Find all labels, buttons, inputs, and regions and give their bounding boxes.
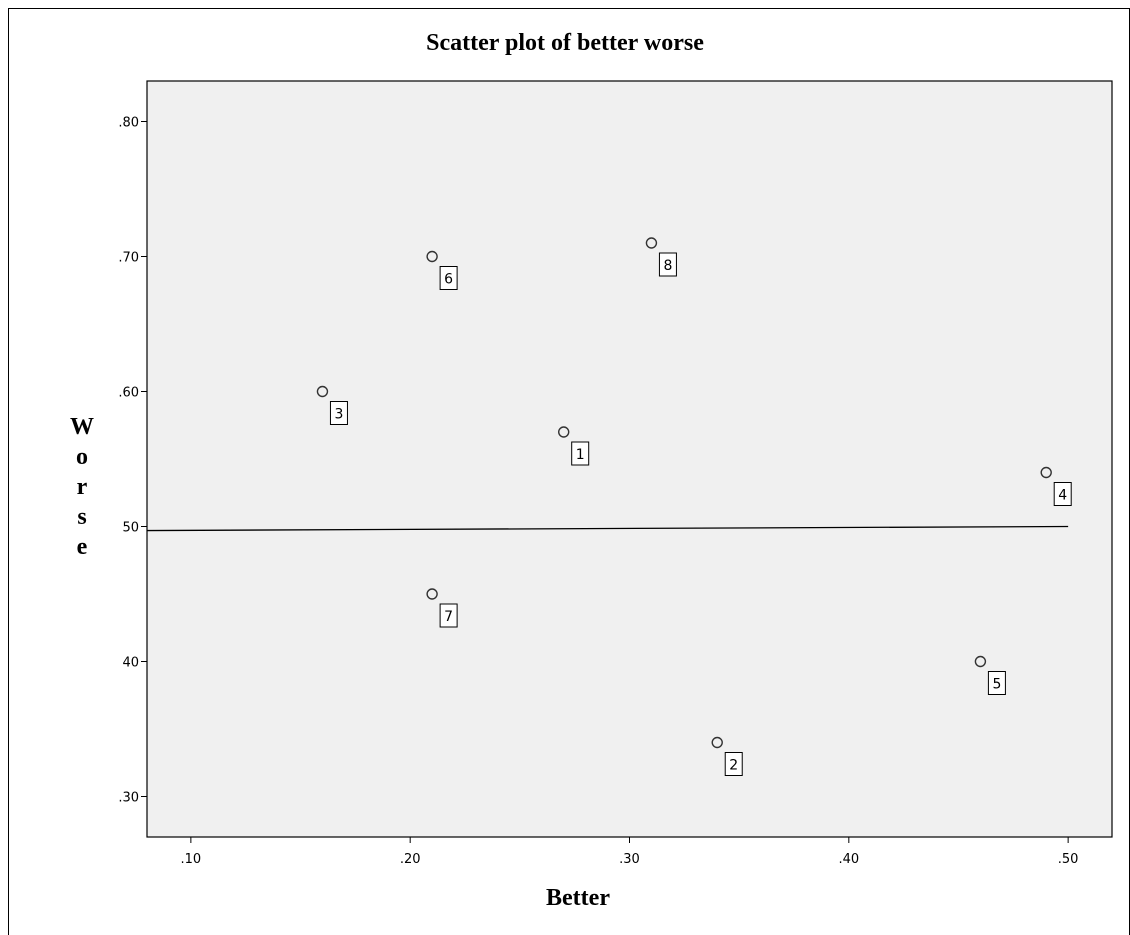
y-axis-label-letter: W [70, 414, 94, 440]
y-tick-label: .60 [118, 386, 139, 401]
page-frame-left [8, 8, 9, 935]
data-point [558, 426, 570, 438]
y-tick-label: 50 [122, 521, 139, 536]
point-label: 4 [1058, 488, 1067, 504]
point-label-box [658, 252, 677, 277]
point-label: 1 [576, 447, 585, 463]
y-axis-label-letter: o [76, 444, 88, 470]
point-label-box [1053, 482, 1072, 506]
x-tick-label: .10 [181, 852, 202, 867]
point-label: 5 [992, 677, 1001, 693]
x-tick-label: .50 [1058, 852, 1079, 867]
point-label: 6 [444, 272, 453, 288]
data-point [1040, 466, 1052, 479]
y-tick-label: 40 [122, 656, 139, 671]
y-tick-label: .30 [118, 791, 139, 806]
y-tick-label: .80 [118, 116, 139, 131]
x-axis-label: Better [546, 885, 610, 911]
fit-line [146, 525, 1069, 532]
plot-area [146, 80, 1113, 838]
data-point [426, 250, 438, 263]
data-point [645, 237, 658, 249]
point-label-box [987, 671, 1006, 695]
y-axis-label-letter: r [76, 474, 88, 500]
x-tick-label: .20 [400, 852, 421, 867]
page-frame-top [8, 8, 1130, 9]
y-tick-label: .70 [118, 251, 139, 266]
data-point [711, 736, 723, 749]
y-axis-label-letter: s [77, 504, 87, 530]
point-label-box [329, 401, 348, 425]
point-label-box [439, 603, 458, 628]
data-point [426, 588, 438, 600]
point-label: 7 [444, 609, 453, 625]
point-label: 3 [334, 407, 343, 423]
chart-title: Scatter plot of better worse [426, 30, 704, 56]
point-label-box [724, 752, 743, 776]
y-axis-label-letter: e [76, 534, 88, 560]
x-tick-label: .30 [619, 852, 640, 867]
point-label: 2 [729, 758, 738, 774]
point-label: 8 [663, 258, 672, 274]
point-label-box [571, 441, 590, 466]
point-label-box [439, 266, 458, 290]
data-point [316, 385, 329, 398]
data-point [974, 655, 987, 668]
x-tick-label: .40 [838, 852, 859, 867]
